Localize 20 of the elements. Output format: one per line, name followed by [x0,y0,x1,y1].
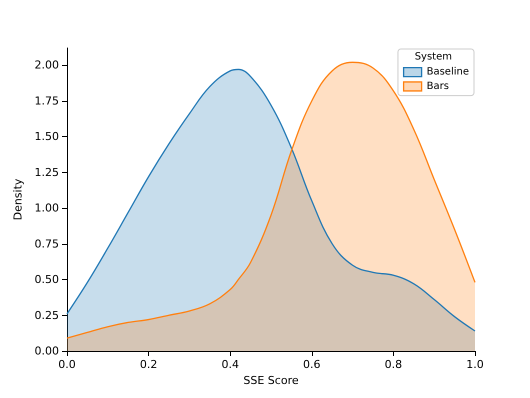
x-tick-label: 0.4 [221,358,239,371]
x-tick-label: 0.6 [303,358,321,371]
y-tick-label: 0.00 [34,344,59,358]
y-tick-label: 1.50 [34,130,59,144]
y-tick-label: 1.75 [34,94,59,108]
y-tick-label: 2.00 [34,58,59,72]
y-axis-title: Density [12,178,25,220]
legend-label: Bars [426,80,449,92]
y-tick-label: 1.00 [34,202,59,215]
x-tick-label: 1.0 [466,358,484,371]
x-tick-label: 0.2 [140,358,158,371]
y-tick-label: 0.50 [34,273,59,286]
y-tick-label: 0.75 [34,237,59,250]
x-axis-title: SSE Score [243,374,299,387]
x-tick-label: 0.8 [384,358,402,371]
legend-title: System [414,52,452,62]
y-tick-label: 0.25 [34,308,59,322]
y-tick-label: 1.25 [34,166,59,179]
legend-label: Baseline [426,66,470,78]
x-tick-label: 0.0 [58,358,76,371]
